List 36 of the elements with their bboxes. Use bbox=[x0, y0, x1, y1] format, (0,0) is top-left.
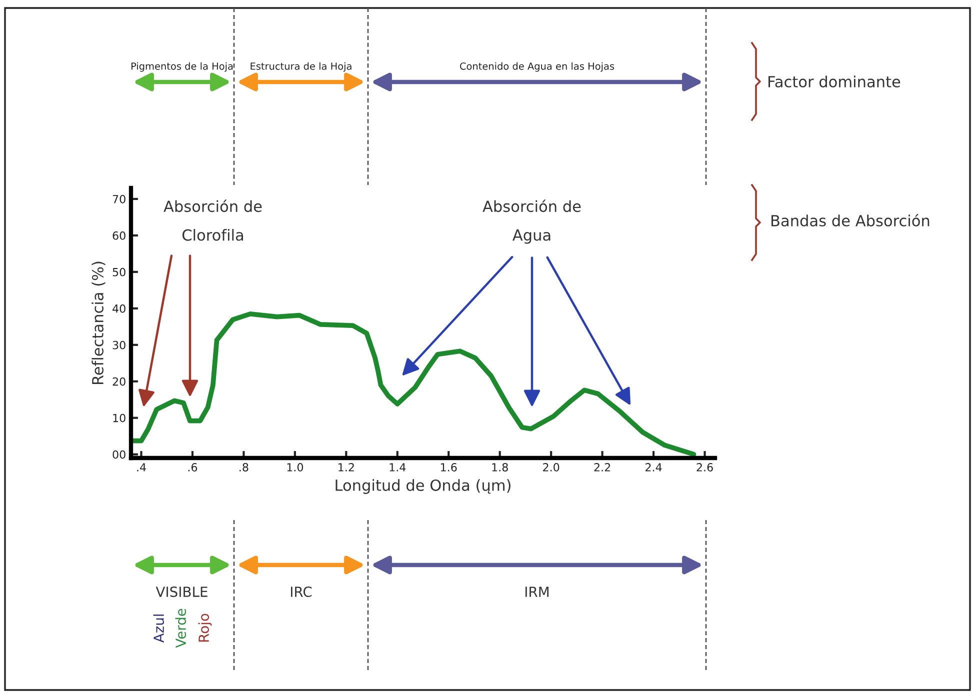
y-tick-label: 40 bbox=[112, 304, 126, 313]
line-series bbox=[131, 311, 696, 457]
text: Rojo bbox=[198, 614, 212, 642]
x-tick-label: .6 bbox=[188, 463, 198, 472]
y-tick-label: 50 bbox=[112, 268, 126, 276]
text: Contenido de Agua en las Hojas bbox=[460, 62, 614, 72]
x-tick-label: .4 bbox=[137, 463, 146, 472]
x-tick-label: .8 bbox=[240, 463, 248, 472]
text: IRC bbox=[290, 586, 312, 598]
y-tick-label: 00 bbox=[112, 450, 126, 459]
text: Factor dominante bbox=[768, 76, 900, 88]
x-tick-label: 1.2 bbox=[338, 463, 354, 472]
text: Verde bbox=[175, 608, 186, 648]
text: Pigmentos de la Hoja bbox=[131, 62, 233, 72]
x-tick-label: 2.2 bbox=[594, 463, 610, 472]
y-tick-label: 70 bbox=[112, 194, 126, 204]
text: Bandas de Absorción bbox=[772, 214, 930, 226]
x-tick-label: 2.4 bbox=[646, 463, 662, 472]
x-tick-label: 1.8 bbox=[492, 463, 508, 472]
annotation: Absorción de Agua bbox=[482, 200, 581, 244]
y-tick-label: 60 bbox=[112, 231, 126, 240]
y-tick-label: 30 bbox=[112, 340, 126, 350]
x-tick-label: 2.6 bbox=[696, 463, 713, 472]
text: VISIBLE bbox=[156, 586, 208, 598]
x-tick-label: 1.0 bbox=[287, 463, 304, 472]
y-axis-title: Reflectancia (%) bbox=[92, 262, 106, 384]
x-axis-title: Longitud de Onda (ųm) bbox=[336, 479, 510, 494]
text: IRM bbox=[525, 586, 549, 597]
annotation: Absorción de Clorofila bbox=[164, 200, 262, 241]
text: Estructura de la Hoja bbox=[250, 62, 352, 72]
text: Azul bbox=[153, 614, 164, 643]
y-tick-label: 20 bbox=[112, 377, 126, 386]
x-tick-label: 1.4 bbox=[390, 463, 406, 472]
x-tick-label: 1.6 bbox=[441, 463, 457, 472]
x-tick-label: 2.0 bbox=[543, 463, 560, 472]
y-tick-label: 10 bbox=[113, 414, 126, 422]
